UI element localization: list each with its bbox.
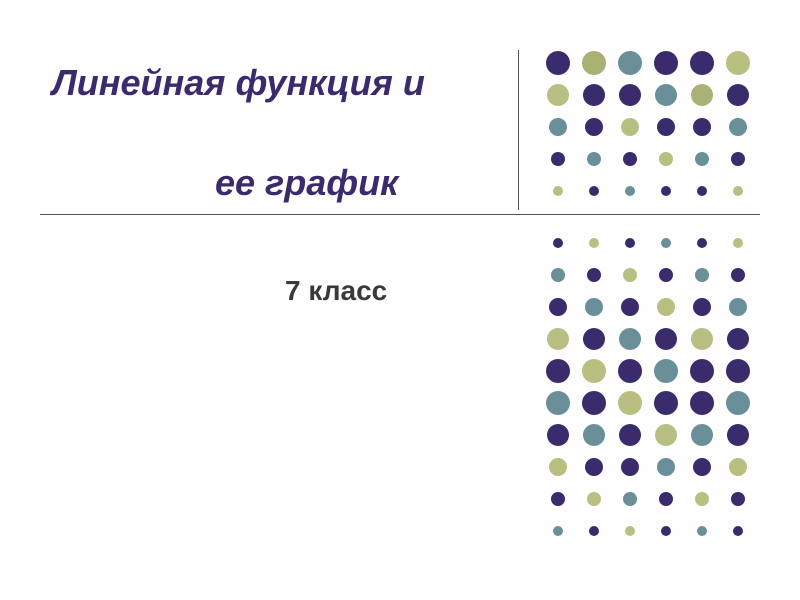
decorative-dot: [657, 298, 675, 316]
decorative-dot: [731, 268, 745, 282]
decorative-dot: [733, 238, 743, 248]
decorative-dot: [654, 391, 678, 415]
decorative-dot: [546, 391, 570, 415]
decorative-dot: [695, 268, 709, 282]
decorative-dot: [582, 359, 606, 383]
decorative-dot: [621, 458, 639, 476]
decorative-dot: [726, 51, 750, 75]
decorative-dot: [549, 458, 567, 476]
decorative-dot: [583, 328, 605, 350]
decorative-dot: [726, 391, 750, 415]
decorative-dot: [582, 51, 606, 75]
decorative-dot: [619, 328, 641, 350]
decorative-dot: [655, 328, 677, 350]
decorative-dot: [661, 238, 671, 248]
decorative-dots-bottom: [540, 230, 756, 550]
decorative-dot: [582, 391, 606, 415]
decorative-dot: [661, 526, 671, 536]
decorative-dot: [691, 424, 713, 446]
decorative-dot: [657, 118, 675, 136]
decorative-dot: [553, 526, 563, 536]
decorative-dot: [729, 458, 747, 476]
decorative-dot: [693, 298, 711, 316]
decorative-dot: [697, 526, 707, 536]
decorative-dot: [690, 359, 714, 383]
decorative-dot: [623, 268, 637, 282]
decorative-dot: [659, 152, 673, 166]
decorative-dot: [551, 268, 565, 282]
decorative-dot: [621, 118, 639, 136]
decorative-dot: [618, 359, 642, 383]
decorative-dot: [691, 328, 713, 350]
subtitle: 7 класс: [285, 275, 387, 307]
horizontal-divider: [40, 214, 760, 215]
slide: Линейная функция и ее график 7 класс: [0, 0, 800, 600]
decorative-dot: [731, 152, 745, 166]
decorative-dot: [654, 359, 678, 383]
decorative-dot: [655, 84, 677, 106]
decorative-dot: [547, 424, 569, 446]
decorative-dot: [551, 492, 565, 506]
decorative-dot: [547, 328, 569, 350]
decorative-dot: [551, 152, 565, 166]
decorative-dot: [549, 118, 567, 136]
title-line-2: ее график: [215, 162, 398, 204]
decorative-dot: [546, 359, 570, 383]
decorative-dot: [549, 298, 567, 316]
decorative-dot: [589, 526, 599, 536]
decorative-dot: [657, 458, 675, 476]
vertical-divider: [518, 50, 519, 210]
decorative-dot: [589, 238, 599, 248]
decorative-dot: [585, 458, 603, 476]
decorative-dot: [691, 84, 713, 106]
decorative-dot: [727, 424, 749, 446]
decorative-dot: [731, 492, 745, 506]
decorative-dot: [733, 186, 743, 196]
decorative-dot: [553, 186, 563, 196]
decorative-dot: [690, 51, 714, 75]
decorative-dot: [695, 492, 709, 506]
decorative-dot: [625, 186, 635, 196]
decorative-dot: [661, 186, 671, 196]
decorative-dot: [655, 424, 677, 446]
decorative-dot: [583, 424, 605, 446]
decorative-dot: [690, 391, 714, 415]
decorative-dot: [726, 359, 750, 383]
decorative-dot: [693, 118, 711, 136]
decorative-dot: [589, 186, 599, 196]
decorative-dot: [553, 238, 563, 248]
decorative-dot: [729, 298, 747, 316]
decorative-dot: [587, 492, 601, 506]
decorative-dot: [618, 51, 642, 75]
decorative-dot: [619, 84, 641, 106]
title-line-1: Линейная функция и: [52, 62, 425, 104]
decorative-dot: [693, 458, 711, 476]
decorative-dots-top: [540, 50, 756, 210]
decorative-dot: [623, 492, 637, 506]
decorative-dot: [587, 268, 601, 282]
decorative-dot: [623, 152, 637, 166]
decorative-dot: [695, 152, 709, 166]
decorative-dot: [727, 84, 749, 106]
decorative-dot: [729, 118, 747, 136]
decorative-dot: [547, 84, 569, 106]
decorative-dot: [619, 424, 641, 446]
decorative-dot: [659, 268, 673, 282]
decorative-dot: [659, 492, 673, 506]
decorative-dot: [625, 238, 635, 248]
decorative-dot: [625, 526, 635, 536]
decorative-dot: [583, 84, 605, 106]
decorative-dot: [585, 298, 603, 316]
decorative-dot: [618, 391, 642, 415]
decorative-dot: [621, 298, 639, 316]
decorative-dot: [697, 186, 707, 196]
decorative-dot: [733, 526, 743, 536]
decorative-dot: [654, 51, 678, 75]
decorative-dot: [585, 118, 603, 136]
decorative-dot: [546, 51, 570, 75]
decorative-dot: [587, 152, 601, 166]
decorative-dot: [697, 238, 707, 248]
decorative-dot: [727, 328, 749, 350]
